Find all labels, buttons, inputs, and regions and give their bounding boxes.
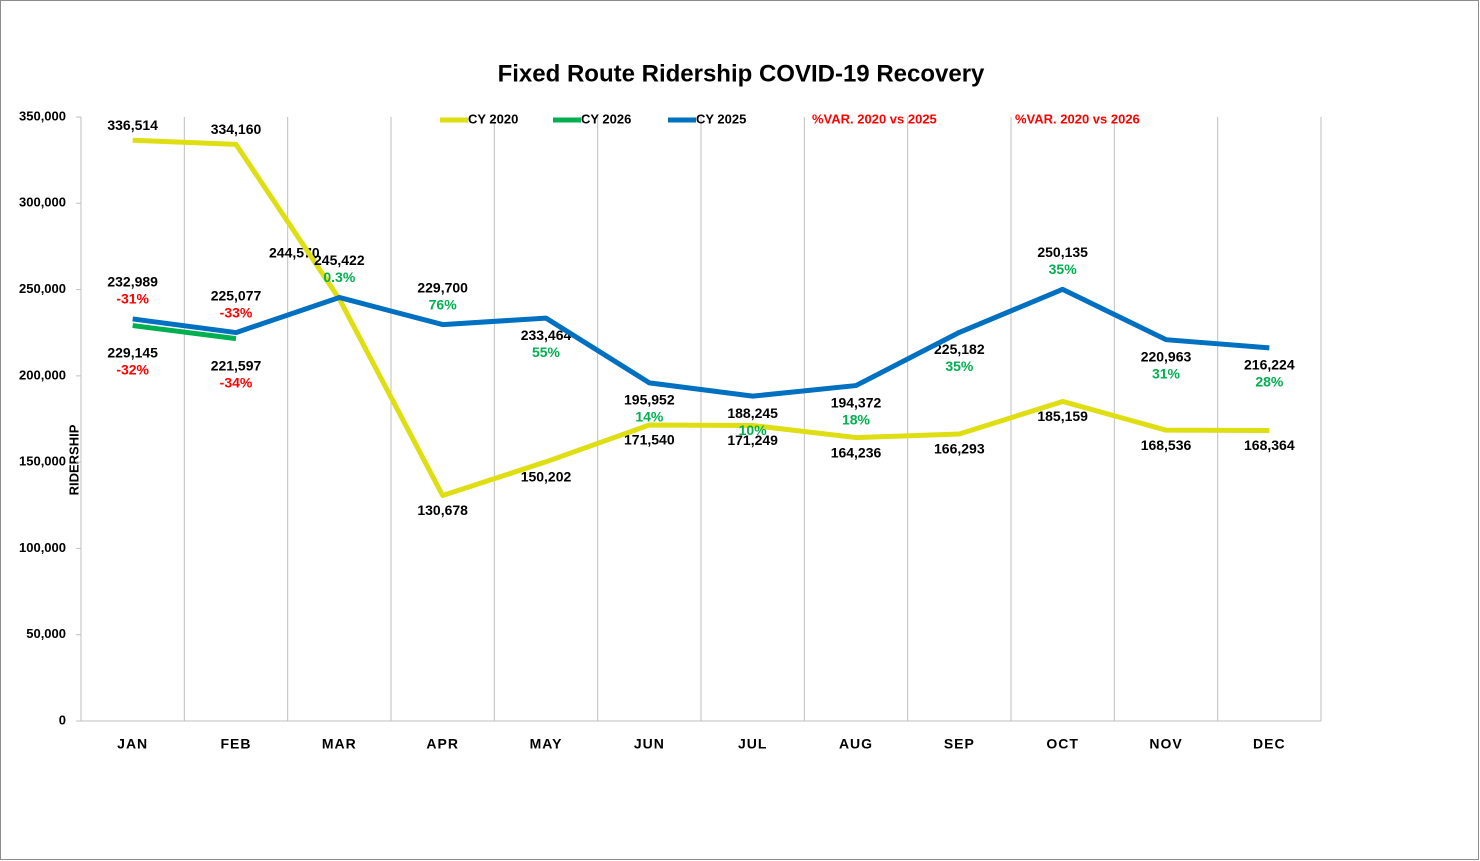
percent-label: -34% <box>220 374 253 390</box>
x-tick-label: AUG <box>839 736 873 752</box>
data-label: 225,182 <box>934 341 985 357</box>
x-tick-label: NOV <box>1149 736 1182 752</box>
data-label: 216,224 <box>1244 357 1295 373</box>
data-label: 164,236 <box>831 444 882 460</box>
percent-label: 18% <box>842 411 871 427</box>
percent-label: -32% <box>116 361 149 377</box>
series-line <box>132 137 1270 498</box>
data-label: 168,536 <box>1141 437 1192 453</box>
x-tick-label: JUN <box>634 736 665 752</box>
y-tick-label: 0 <box>59 712 66 727</box>
x-tick-label: JAN <box>117 736 148 752</box>
data-label: 188,245 <box>727 405 778 421</box>
percent-label: 28% <box>1255 374 1284 390</box>
series-line <box>132 323 237 342</box>
data-label: 232,989 <box>107 274 158 290</box>
data-label: 171,540 <box>624 432 675 448</box>
x-tick-label: OCT <box>1046 736 1079 752</box>
y-tick-label: 100,000 <box>19 540 66 555</box>
percent-label: 35% <box>945 358 974 374</box>
percent-label: -33% <box>220 304 253 320</box>
data-label: 150,202 <box>521 468 572 484</box>
data-label: 130,678 <box>417 502 468 518</box>
x-tick-label: APR <box>426 736 459 752</box>
data-label: 168,364 <box>1244 437 1295 453</box>
y-tick-label: 250,000 <box>19 281 66 296</box>
percent-label: 14% <box>635 409 664 425</box>
percent-label: 10% <box>739 422 768 438</box>
legend-label: CY 2025 <box>696 111 746 126</box>
data-label: 245,422 <box>314 252 365 268</box>
series-line <box>132 286 1270 399</box>
data-label: 220,963 <box>1141 348 1192 364</box>
data-label: 195,952 <box>624 392 675 408</box>
data-label: 166,293 <box>934 441 985 457</box>
y-tick-label: 350,000 <box>19 108 66 123</box>
percent-label: 31% <box>1152 365 1181 381</box>
legend-label: %VAR. 2020 vs 2025 <box>812 111 937 126</box>
legend-label: CY 2026 <box>581 111 631 126</box>
y-tick-label: 300,000 <box>19 195 66 210</box>
data-label: 221,597 <box>211 357 262 373</box>
y-tick-label: 150,000 <box>19 454 66 469</box>
percent-label: 0.3% <box>323 269 355 285</box>
data-label: 250,135 <box>1037 244 1088 260</box>
data-label: 336,514 <box>107 117 158 133</box>
percent-label: -31% <box>116 291 149 307</box>
x-tick-label: DEC <box>1253 736 1286 752</box>
data-label: 171,249 <box>727 432 778 448</box>
chart-title: Fixed Route Ridership COVID-19 Recovery <box>498 60 985 87</box>
y-axis-label: RIDERSHIP <box>66 424 81 495</box>
y-tick-label: 200,000 <box>19 367 66 382</box>
data-label: 229,700 <box>417 279 468 295</box>
data-label: 185,159 <box>1037 408 1088 424</box>
data-label: 225,077 <box>211 287 262 303</box>
percent-label: 35% <box>1049 261 1078 277</box>
x-tick-label: FEB <box>221 736 252 752</box>
percent-label: 55% <box>532 344 561 360</box>
y-tick-label: 50,000 <box>26 626 66 641</box>
legend-label: %VAR. 2020 vs 2026 <box>1015 111 1140 126</box>
x-tick-label: MAR <box>322 736 357 752</box>
data-label: 334,160 <box>211 121 262 137</box>
x-tick-label: JUL <box>738 736 767 752</box>
data-label: 229,145 <box>107 344 158 360</box>
x-tick-label: MAY <box>530 736 563 752</box>
legend-label: CY 2020 <box>468 111 518 126</box>
x-tick-label: SEP <box>944 736 975 752</box>
data-label: 194,372 <box>831 394 882 410</box>
percent-label: 76% <box>429 296 458 312</box>
data-label: 233,464 <box>521 327 572 343</box>
